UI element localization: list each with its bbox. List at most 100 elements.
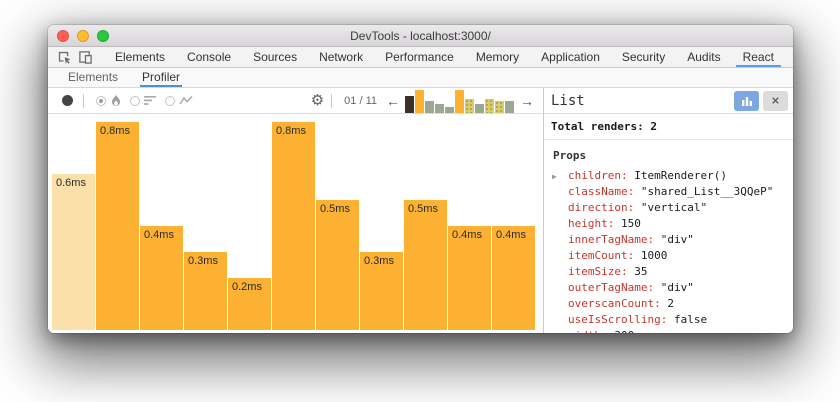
record-button[interactable] [62, 95, 73, 106]
prop-name: children: [568, 169, 635, 182]
commit-bar-3[interactable]: 0.4ms [140, 226, 183, 330]
commit-bar-2[interactable]: 0.8ms [96, 122, 139, 330]
prop-name: outerTagName: [568, 281, 661, 294]
prop-value: "vertical" [640, 201, 708, 214]
devtools-tab-security[interactable]: Security [621, 50, 666, 64]
devtools-tabbar: Elements Console Sources Network Performance… [48, 47, 793, 68]
minimize-window-button[interactable] [77, 30, 89, 42]
window-title: DevTools - localhost:3000/ [350, 29, 491, 43]
commit-bar-duration-label: 0.4ms [452, 229, 482, 241]
traffic-lights [57, 30, 109, 42]
commit-bar-8[interactable]: 0.3ms [360, 252, 403, 330]
flamegraph-view-radio[interactable] [96, 95, 106, 106]
commit-bar-6[interactable]: 0.8ms [272, 122, 315, 330]
commit-bar-duration-label: 0.5ms [320, 203, 350, 215]
props-list: ▶ children: ItemRenderer() className: "sha… [544, 168, 793, 333]
devtools-tab-sources[interactable]: Sources [253, 50, 298, 64]
snapshot-mini-bar-11[interactable] [505, 100, 514, 113]
snapshot-mini-bar-1[interactable] [405, 95, 414, 113]
prop-name: width: [568, 329, 614, 333]
commit-bar-chart: 0.6ms 0.8ms 0.4ms 0.3ms 0.2ms 0.8ms 0.5ms 0.3ms… [48, 114, 543, 333]
ranked-view-radio[interactable] [130, 95, 140, 106]
commit-bar-10[interactable]: 0.4ms [448, 226, 491, 330]
devtools-tab-audits[interactable]: Audits [687, 50, 721, 64]
previous-snapshot-arrow[interactable]: ← [386, 92, 400, 109]
commit-bar-duration-label: 0.8ms [276, 125, 306, 137]
window-titlebar: DevTools - localhost:3000/ [48, 25, 793, 47]
commit-bar-4[interactable]: 0.3ms [184, 252, 227, 330]
devtools-tabs: Elements Console Sources Network Performance… [104, 47, 785, 67]
snapshot-mini-bar-8[interactable] [475, 103, 484, 113]
prop-row-useIsScrolling: useIsScrolling: false [544, 312, 793, 328]
inspect-element-icon[interactable] [57, 49, 72, 65]
commit-bar-duration-label: 0.6ms [56, 177, 86, 189]
prop-name: itemCount: [568, 249, 641, 262]
snapshot-mini-chart[interactable] [405, 88, 515, 113]
react-subtab-elements[interactable]: Elements [68, 70, 119, 84]
commit-bar-5[interactable]: 0.2ms [228, 278, 271, 330]
toolbar-divider [331, 93, 333, 108]
snapshot-mini-bar-10[interactable] [495, 100, 504, 113]
close-panel-button[interactable]: × [763, 90, 788, 111]
prop-value: 150 [620, 217, 641, 230]
prop-value: "shared_List__3QQeP" [640, 185, 774, 198]
expand-caret-icon[interactable]: ▶ [552, 172, 557, 181]
next-snapshot-arrow[interactable]: → [520, 92, 534, 109]
prop-row-itemSize: itemSize: 35 [544, 264, 793, 280]
prop-name: overscanCount: [568, 297, 668, 310]
snapshot-mini-bar-9[interactable] [485, 98, 494, 113]
devtools-tab-performance[interactable]: Performance [385, 50, 454, 64]
snapshot-mini-bar-3[interactable] [425, 100, 434, 113]
commit-bar-duration-label: 0.4ms [144, 229, 174, 241]
prop-row-overscanCount: overscanCount: 2 [544, 296, 793, 312]
component-render-chart-button[interactable] [734, 90, 759, 111]
interactions-view-radio[interactable] [165, 95, 175, 106]
prop-value: "div" [660, 281, 694, 294]
snapshot-mini-bar-2[interactable] [415, 89, 424, 113]
snapshot-mini-bar-5[interactable] [445, 106, 454, 113]
interactions-icon[interactable] [179, 95, 194, 106]
ranked-chart-icon[interactable] [144, 95, 157, 106]
devtools-tab-react[interactable]: React [732, 47, 785, 67]
prop-value: 1000 [640, 249, 668, 262]
device-toolbar-icon[interactable] [78, 49, 93, 65]
devtools-tab-application[interactable]: Application [541, 50, 600, 64]
commit-bar-11[interactable]: 0.4ms [492, 226, 535, 330]
commit-bar-9[interactable]: 0.5ms [404, 200, 447, 330]
devtools-tab-console[interactable]: Console [187, 50, 232, 64]
selected-component-name: List [551, 92, 585, 109]
close-window-button[interactable] [57, 30, 69, 42]
prop-name: height: [568, 217, 621, 230]
devtools-tab-elements[interactable]: Elements [115, 50, 166, 64]
commit-bar-duration-label: 0.8ms [100, 125, 130, 137]
commit-bar-1[interactable]: 0.6ms [52, 174, 95, 330]
prop-row-outerTagName: outerTagName: "div" [544, 280, 793, 296]
snapshot-mini-bar-4[interactable] [435, 103, 444, 113]
settings-gear-icon[interactable]: ⚙ [310, 92, 325, 109]
commit-bar-duration-label: 0.2ms [232, 281, 262, 293]
prop-row-className: className: "shared_List__3QQeP" [544, 184, 793, 200]
commit-bar-duration-label: 0.5ms [408, 203, 438, 215]
close-icon: × [771, 92, 780, 109]
prop-name: innerTagName: [568, 233, 661, 246]
prop-value: false [673, 313, 708, 326]
devtools-tab-memory[interactable]: Memory [475, 50, 520, 64]
prop-name: itemSize: [568, 265, 635, 278]
snapshot-mini-bar-6[interactable] [455, 89, 464, 113]
props-section: Props ▶ children: ItemRenderer() className… [544, 140, 793, 333]
react-subtab-profiler[interactable]: Profiler [130, 68, 192, 87]
commit-bar-duration-label: 0.4ms [496, 229, 526, 241]
prop-value: 2 [667, 297, 674, 310]
commit-bar-7[interactable]: 0.5ms [316, 200, 359, 330]
prop-row-direction: direction: "vertical" [544, 200, 793, 216]
prop-name: direction: [568, 201, 641, 214]
devtools-tab-network[interactable]: Network [319, 50, 364, 64]
panel-header: List × [544, 88, 793, 114]
snapshot-mini-bar-7[interactable] [465, 98, 474, 113]
prop-name: useIsScrolling: [568, 313, 674, 326]
prop-row-children: ▶ children: ItemRenderer() [544, 168, 793, 184]
flamegraph-icon[interactable] [110, 94, 122, 107]
zoom-window-button[interactable] [97, 30, 109, 42]
prop-value: 35 [634, 265, 648, 278]
